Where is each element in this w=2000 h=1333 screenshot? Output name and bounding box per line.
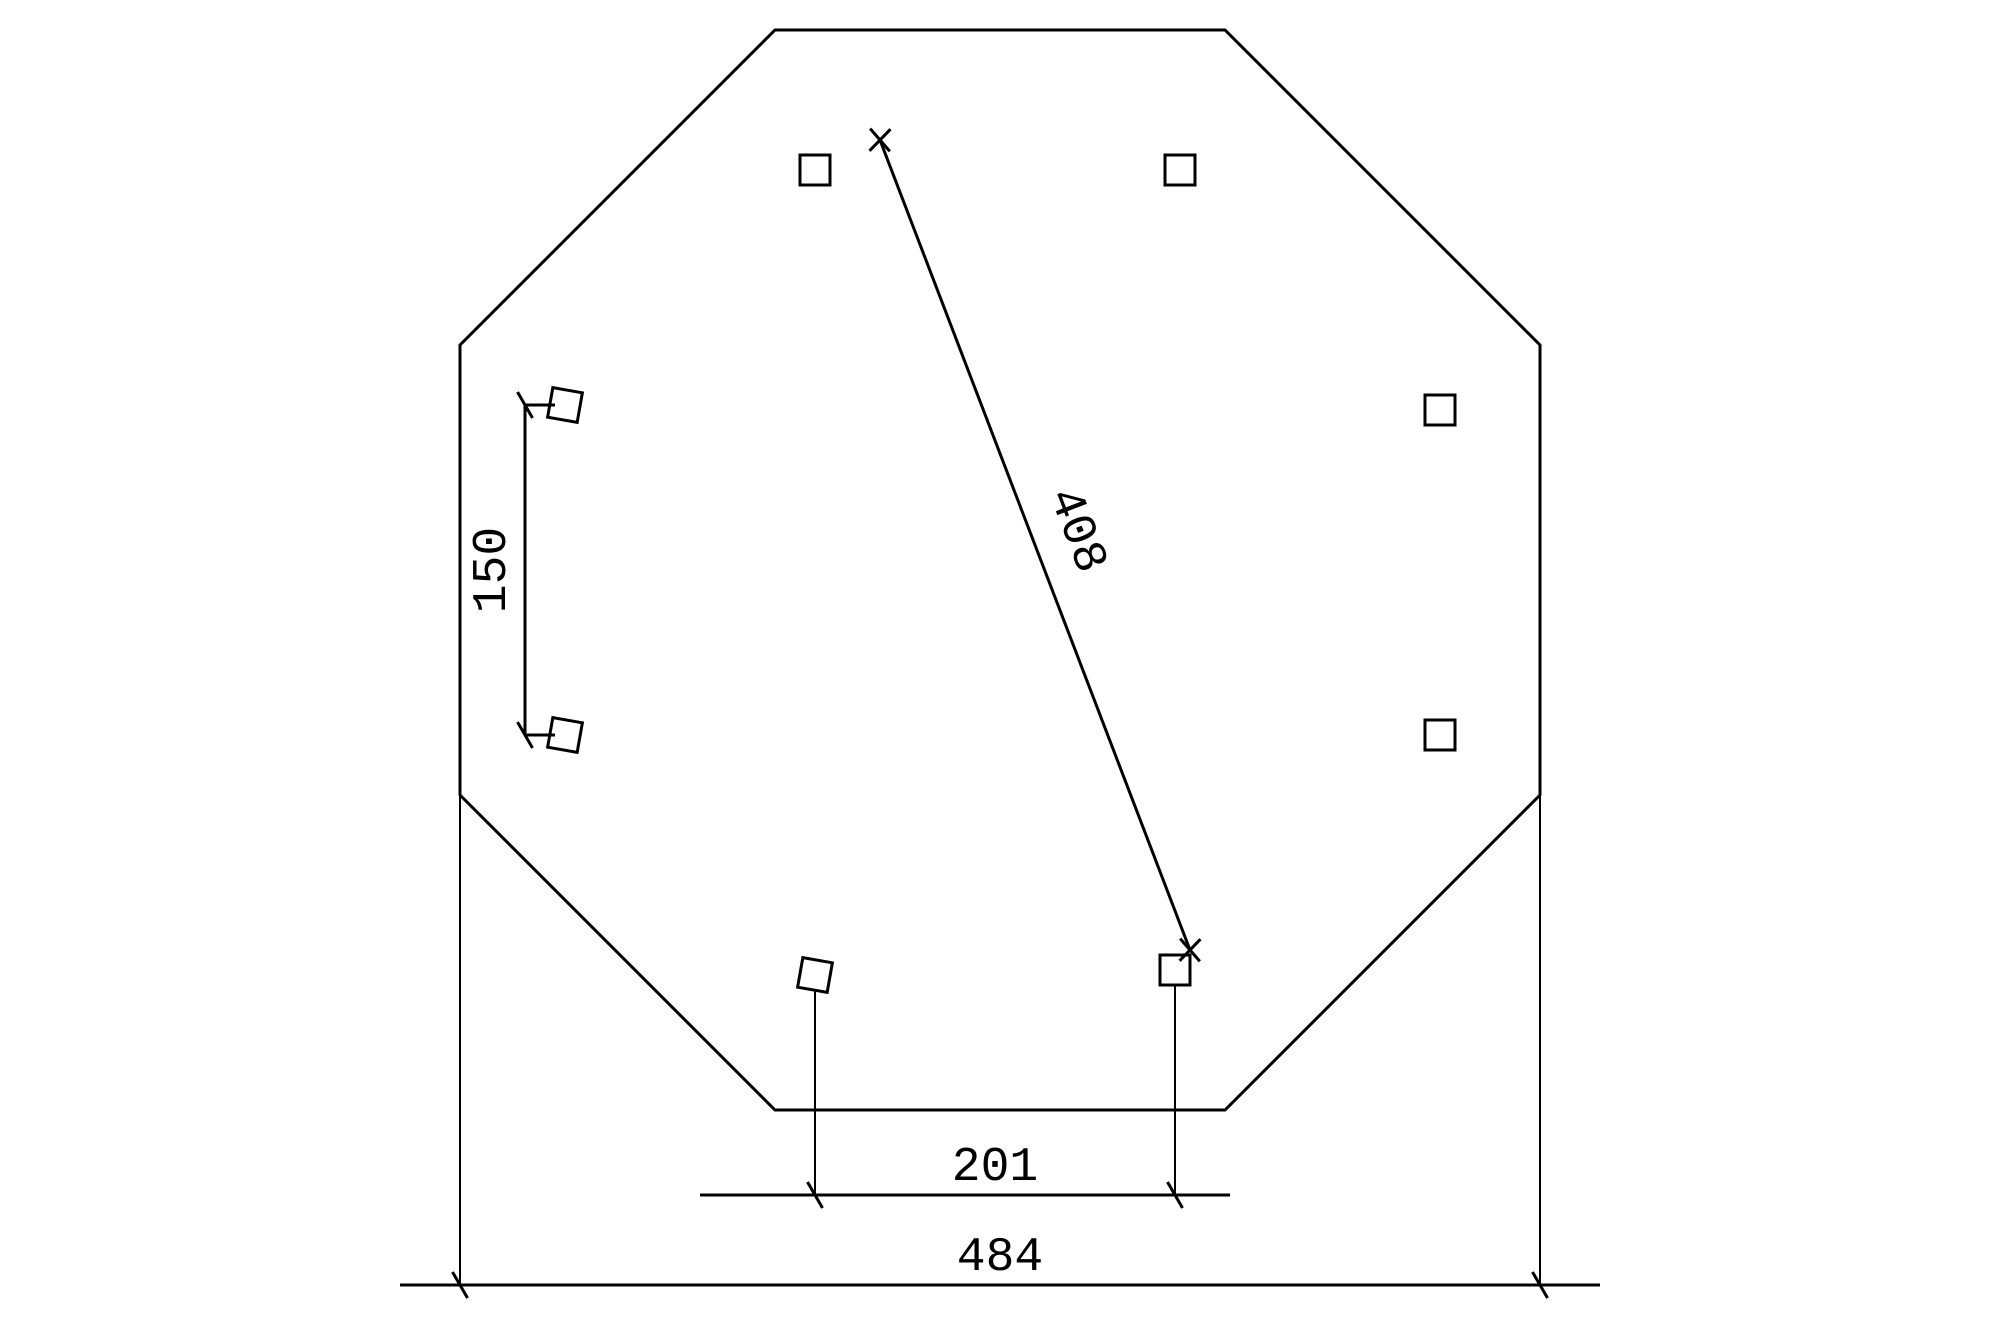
dim-label: 408 <box>1036 481 1117 581</box>
octagon-outline <box>460 30 1540 1110</box>
post-1 <box>1165 155 1195 185</box>
dim-label: 484 <box>957 1231 1043 1285</box>
dim-label: 201 <box>952 1141 1038 1195</box>
post-5 <box>798 958 833 993</box>
technical-drawing: 408 150 201 484 <box>0 0 2000 1333</box>
dim-label: 150 <box>466 527 520 613</box>
post-4 <box>1160 955 1190 985</box>
post-3 <box>1425 720 1455 750</box>
posts <box>548 155 1455 992</box>
dim-line-diag <box>880 140 1190 950</box>
post-2 <box>1425 395 1455 425</box>
post-0 <box>800 155 830 185</box>
